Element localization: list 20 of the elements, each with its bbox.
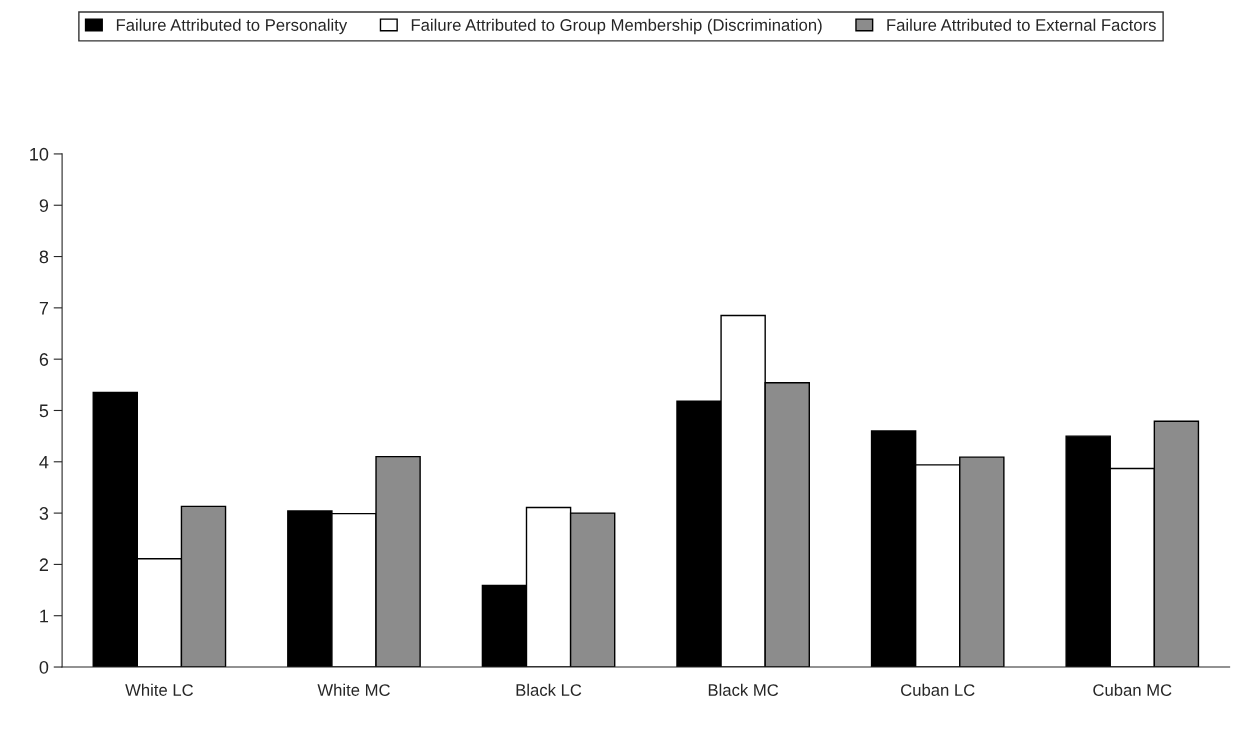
y-tick-label: 5 bbox=[39, 404, 49, 418]
y-tick-label: 0 bbox=[39, 660, 49, 674]
y-tick-label: 2 bbox=[39, 558, 48, 571]
y-tick-label: 8 bbox=[39, 250, 49, 264]
x-tick-label: White MC bbox=[317, 683, 390, 696]
legend-label: Failure Attributed to Personality bbox=[116, 18, 348, 35]
x-tick-label: Black LC bbox=[516, 683, 582, 696]
x-tick-label: Cuban LC bbox=[901, 683, 975, 696]
x-tick-label: White LC bbox=[125, 683, 194, 696]
y-tick-label: 9 bbox=[39, 199, 49, 212]
y-tick-label: 4 bbox=[39, 455, 49, 469]
legend-label: Failure Attributed to External Factors bbox=[887, 18, 1156, 31]
y-tick-label: 10 bbox=[30, 147, 49, 161]
x-tick-label: Black MC bbox=[708, 683, 779, 696]
y-tick-label: 3 bbox=[39, 507, 49, 520]
y-tick-label: 7 bbox=[39, 301, 48, 315]
y-tick-label: 1 bbox=[40, 609, 49, 623]
legend-label: Failure Attributed to Group Membership (Discrimination) bbox=[411, 18, 822, 35]
x-tick-label: Cuban MC bbox=[1093, 683, 1172, 696]
y-tick-label: 6 bbox=[39, 353, 49, 366]
